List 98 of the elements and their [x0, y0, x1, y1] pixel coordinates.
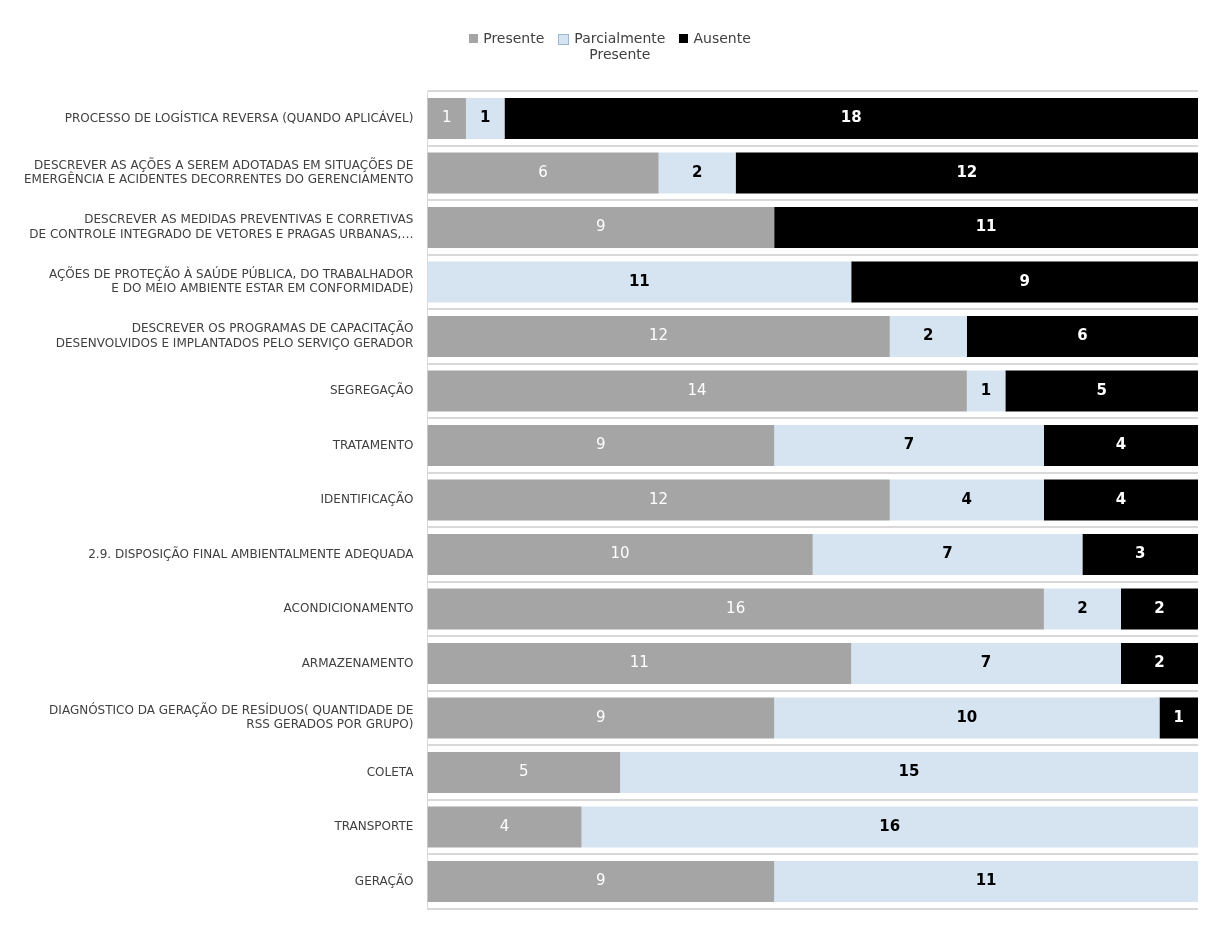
data-label: 3 [1134, 544, 1146, 563]
y-tick-label: AÇÕES DE PROTEÇÃO À SAÚDE PÚBLICA, DO TRABALHADOR E DO MEIO AMBIENTE ESTAR EM CONFORMIDADE) [48, 265, 414, 296]
data-label: 15 [898, 762, 920, 781]
bar [966, 316, 1198, 357]
bar [427, 588, 1044, 630]
bar [812, 534, 1083, 575]
data-label: 2 [691, 162, 703, 181]
bar [774, 697, 1160, 739]
data-label: 14 [687, 380, 707, 399]
bar [427, 861, 775, 902]
bar [427, 806, 582, 848]
y-tick-label: DIAGNÓSTICO DA GERAÇÃO DE RESÍDUOS( QUANTIDADE DE RSS GERADOS POR GRUPO) [49, 701, 414, 732]
data-label: 9 [1019, 271, 1030, 290]
bar [1082, 534, 1198, 575]
legend-label: Ausente [693, 30, 751, 46]
data-label: 6 [1077, 326, 1088, 345]
bar [851, 643, 1121, 684]
bar [427, 261, 852, 303]
data-label: 12 [956, 162, 978, 181]
bar [427, 316, 890, 357]
data-label: 12 [649, 326, 669, 345]
y-tick-label: 2.9. DISPOSIÇÃO FINAL AMBIENTALMENTE ADEQUADA [88, 545, 415, 561]
data-label: 4 [961, 489, 973, 508]
y-tick-label: GERAÇÃO [354, 872, 414, 888]
data-label: 4 [499, 816, 510, 835]
bar [1120, 643, 1198, 684]
y-tick-label: IDENTIFICAÇÃO [320, 491, 414, 507]
y-tick-label: TRANSPORTE [333, 819, 414, 834]
bar [1043, 479, 1198, 521]
bar [427, 98, 466, 139]
data-label: 16 [879, 816, 901, 835]
data-label: 9 [596, 217, 606, 236]
data-label: 6 [538, 162, 548, 181]
bar [889, 479, 1044, 521]
legend-label: Presente [483, 30, 545, 46]
bar [1043, 588, 1121, 630]
data-label: 18 [840, 108, 862, 127]
data-label: 9 [596, 707, 606, 726]
y-tick-label: PROCESSO DE LOGÍSTICA REVERSA (QUANDO APLICÁVEL) [64, 109, 414, 125]
bar [774, 861, 1198, 902]
data-label: 5 [518, 762, 529, 781]
bar [966, 370, 1006, 412]
data-label: 4 [1115, 489, 1127, 508]
data-label: 2 [1154, 598, 1165, 617]
bar [851, 261, 1198, 303]
y-tick-label: DESCREVER OS PROGRAMAS DE CAPACITAÇÃO DESENVOLVIDOS E IMPLANTADOS PELO SERVIÇO GERADOR [55, 320, 414, 350]
data-label: 10 [956, 707, 978, 726]
data-label: 1 [441, 108, 452, 127]
y-tick-label: ARMAZENAMENTO [301, 655, 414, 670]
bar [504, 98, 1198, 139]
data-label: 2 [1154, 653, 1165, 672]
data-label: 1 [980, 380, 992, 399]
data-label: 2 [1077, 598, 1088, 617]
bar [427, 697, 775, 739]
data-label: 7 [980, 653, 992, 672]
bar [1005, 370, 1198, 412]
data-label: 11 [975, 871, 997, 890]
data-label: 9 [596, 435, 606, 454]
y-tick-label: TRATAMENTO [331, 437, 414, 452]
y-tick-label: COLETA [366, 764, 415, 779]
y-tick-label: SEGREGAÇÃO [329, 382, 414, 398]
bar [1043, 425, 1198, 466]
bar [620, 752, 1198, 793]
data-label: 11 [628, 271, 650, 290]
data-label: 7 [942, 544, 953, 563]
data-label: 9 [596, 871, 606, 890]
data-label: 4 [1115, 435, 1127, 454]
data-label: 12 [649, 489, 669, 508]
bar [1159, 697, 1198, 739]
data-label: 1 [1173, 707, 1184, 726]
bar [427, 152, 659, 194]
y-tick-label: DESCREVER AS AÇÕES A SEREM ADOTADAS EM SITUAÇÕES DE EMERGÊNCIA E ACIDENTES DECORRENTES DO GERENCIAMENTO [23, 156, 414, 187]
bar [427, 534, 813, 575]
data-label: 5 [1096, 380, 1107, 399]
y-tick-label: ACONDICIONAMENTO [283, 601, 414, 616]
data-label: 7 [903, 435, 915, 454]
bar [774, 425, 1044, 466]
bar [427, 479, 890, 521]
bar [427, 425, 775, 466]
y-tick-label: DESCREVER AS MEDIDAS PREVENTIVAS E CORRETIVAS DE CONTROLE INTEGRADO DE VETORES E PRAGAS URBANAS,… [29, 212, 414, 241]
data-label: 16 [726, 598, 746, 617]
bar [465, 98, 505, 139]
bar [427, 752, 621, 793]
data-label: 2 [923, 326, 934, 345]
bar [774, 207, 1198, 248]
bar [1120, 588, 1198, 630]
legend-label: Parcialmente Presente [574, 30, 666, 62]
data-label: 11 [629, 653, 649, 672]
data-label: 11 [975, 217, 997, 236]
data-label: 1 [480, 108, 491, 127]
bar [427, 643, 852, 684]
bar [581, 806, 1198, 848]
bar [427, 207, 775, 248]
bar [658, 152, 736, 194]
bar [735, 152, 1198, 194]
data-label: 10 [610, 544, 630, 563]
bar [427, 370, 967, 412]
bar [889, 316, 967, 357]
